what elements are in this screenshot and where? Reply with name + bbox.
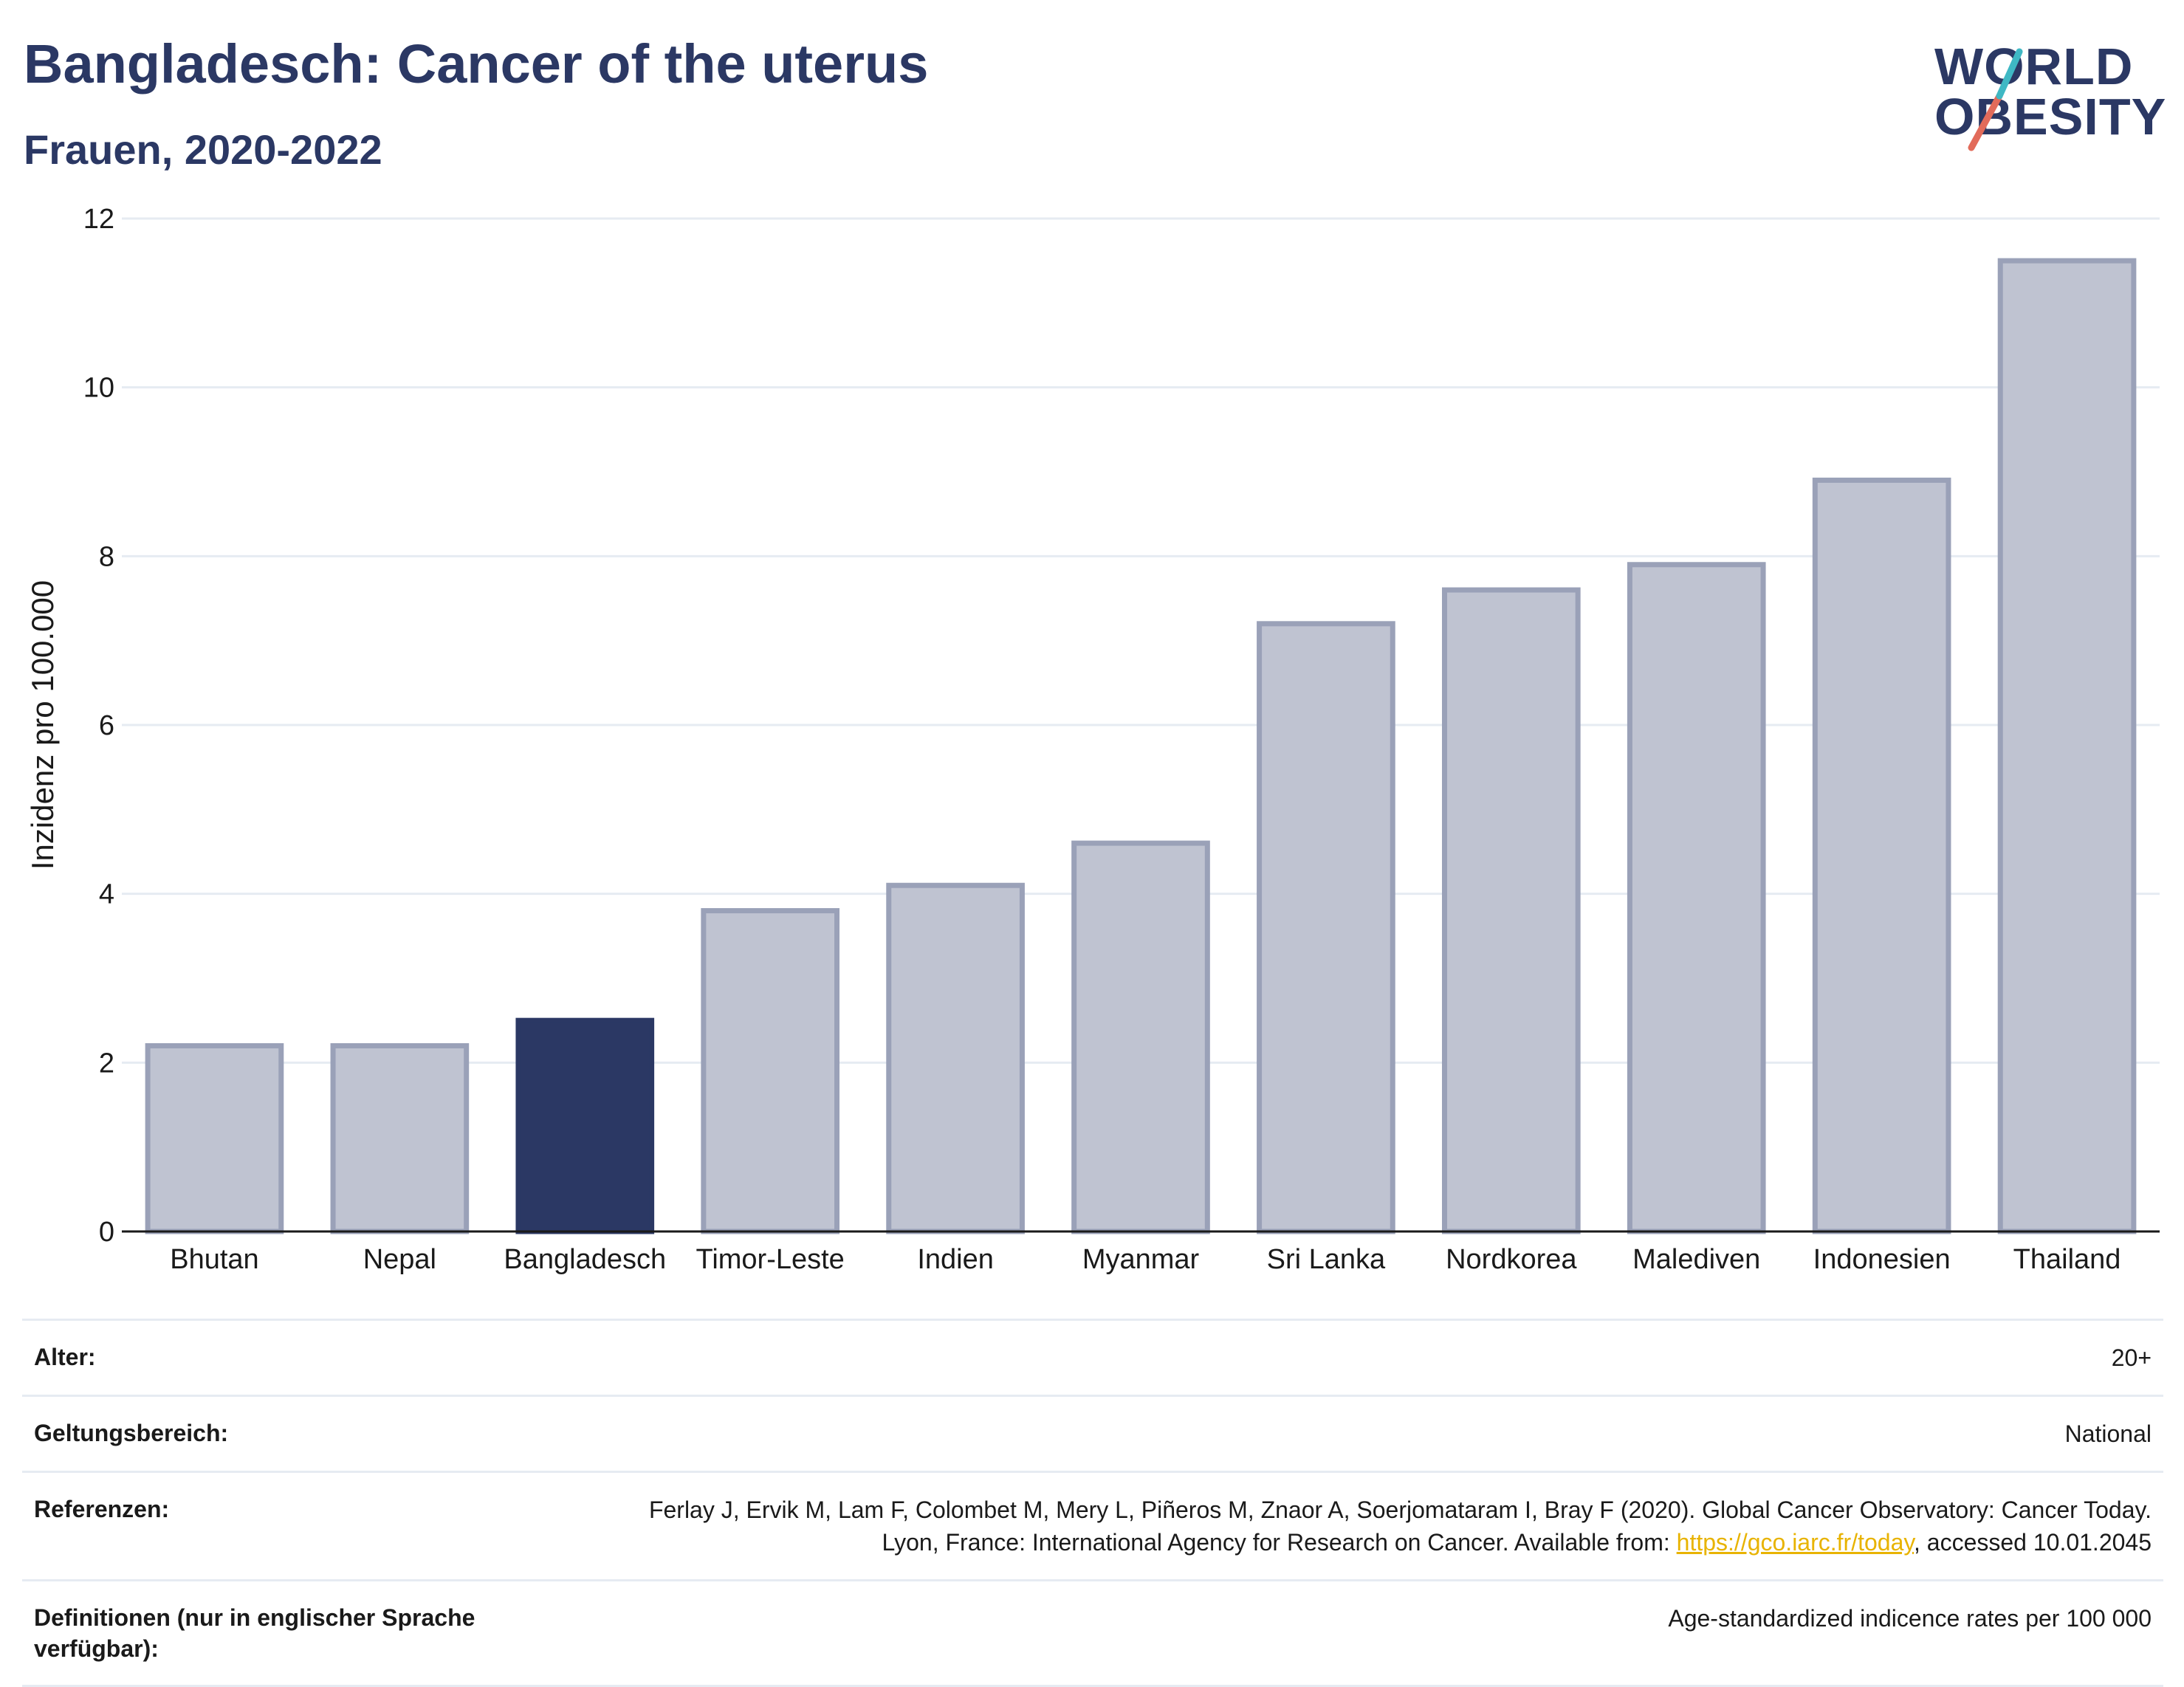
bar-indonesien <box>1812 477 1951 1234</box>
y-tick-label: 2 <box>99 1048 114 1079</box>
world-obesity-logo: WORLD OBESITY <box>1920 30 2167 155</box>
x-tick-label: Nepal <box>363 1244 436 1275</box>
references-label: Referenzen: <box>34 1496 170 1522</box>
y-tick-label: 12 <box>83 204 114 235</box>
bar-nordkorea <box>1441 587 1581 1234</box>
y-tick-label: 4 <box>99 879 114 910</box>
x-tick-label: Myanmar <box>1082 1244 1200 1275</box>
meta-row-definitions: Definitionen (nur in englischer Sprache … <box>22 1579 2163 1687</box>
chart-subtitle: Frauen, 2020-2022 <box>24 126 382 173</box>
age-value: 20+ <box>2111 1344 2152 1371</box>
age-label: Alter: <box>34 1344 96 1370</box>
x-tick-label: Indien <box>917 1244 994 1275</box>
references-accessed: , accessed 10.01.2045 <box>1913 1529 2152 1556</box>
bar-nepal <box>330 1042 470 1234</box>
bar-sri-lanka <box>1257 621 1395 1234</box>
bars <box>145 258 2137 1234</box>
logo-line-1: WORLD <box>1934 38 2134 95</box>
bar-myanmar <box>1071 840 1210 1234</box>
meta-row-age: Alter: 20+ <box>22 1319 2163 1395</box>
y-tick-label: 6 <box>99 710 114 741</box>
bar-thailand <box>1997 258 2137 1234</box>
logo-slash-icon <box>1968 48 2023 151</box>
scope-value: National <box>2064 1420 2152 1447</box>
x-tick-label: Indonesien <box>1813 1244 1951 1275</box>
y-tick-label: 10 <box>83 373 114 404</box>
bar-chart: 0 2 4 6 8 10 12 Bhutan Nepal Bangladesch Timor-Le… <box>25 204 2160 1275</box>
bar-malediven <box>1627 562 1766 1234</box>
y-axis-label: Inzidenz pro 100.000 <box>25 580 60 870</box>
y-tick-labels: 0 2 4 6 8 10 12 <box>83 204 114 1248</box>
x-tick-label: Thailand <box>2013 1244 2121 1275</box>
references-link[interactable]: https://gco.iarc.fr/today <box>1676 1529 1914 1556</box>
x-tick-label: Nordkorea <box>1446 1244 1577 1275</box>
x-tick-label: Timor-Leste <box>696 1244 845 1275</box>
definitions-value: Age-standardized indicence rates per 100… <box>1668 1605 2152 1632</box>
y-tick-label: 0 <box>99 1217 114 1248</box>
x-tick-label: Malediven <box>1632 1244 1760 1275</box>
x-tick-label: Bangladesch <box>504 1244 666 1275</box>
bar-bangladesch <box>515 1017 655 1234</box>
metadata-table: Alter: 20+ Geltungsbereich: National Ref… <box>22 1319 2163 1687</box>
meta-row-scope: Geltungsbereich: National <box>22 1395 2163 1471</box>
bar-bhutan <box>145 1042 284 1234</box>
bar-indien <box>886 882 1025 1234</box>
scope-label: Geltungsbereich: <box>34 1420 229 1446</box>
x-tick-label: Bhutan <box>170 1244 258 1275</box>
meta-row-references: Referenzen: Ferlay J, Ervik M, Lam F, Co… <box>22 1471 2163 1579</box>
references-text: Ferlay J, Ervik M, Lam F, Colombet M, Me… <box>648 1497 2152 1556</box>
logo-line-2: OBESITY <box>1934 88 2167 145</box>
bar-timor-leste <box>701 908 840 1234</box>
y-tick-label: 8 <box>99 541 114 572</box>
references-value: Ferlay J, Ervik M, Lam F, Colombet M, Me… <box>601 1494 2152 1559</box>
x-tick-label: Sri Lanka <box>1267 1244 1386 1275</box>
chart-title: Bangladesch: Cancer of the uterus <box>24 33 929 95</box>
definitions-label: Definitionen (nur in englischer Sprache … <box>34 1604 475 1662</box>
x-tick-labels: Bhutan Nepal Bangladesch Timor-Leste Indien M… <box>170 1244 2121 1275</box>
